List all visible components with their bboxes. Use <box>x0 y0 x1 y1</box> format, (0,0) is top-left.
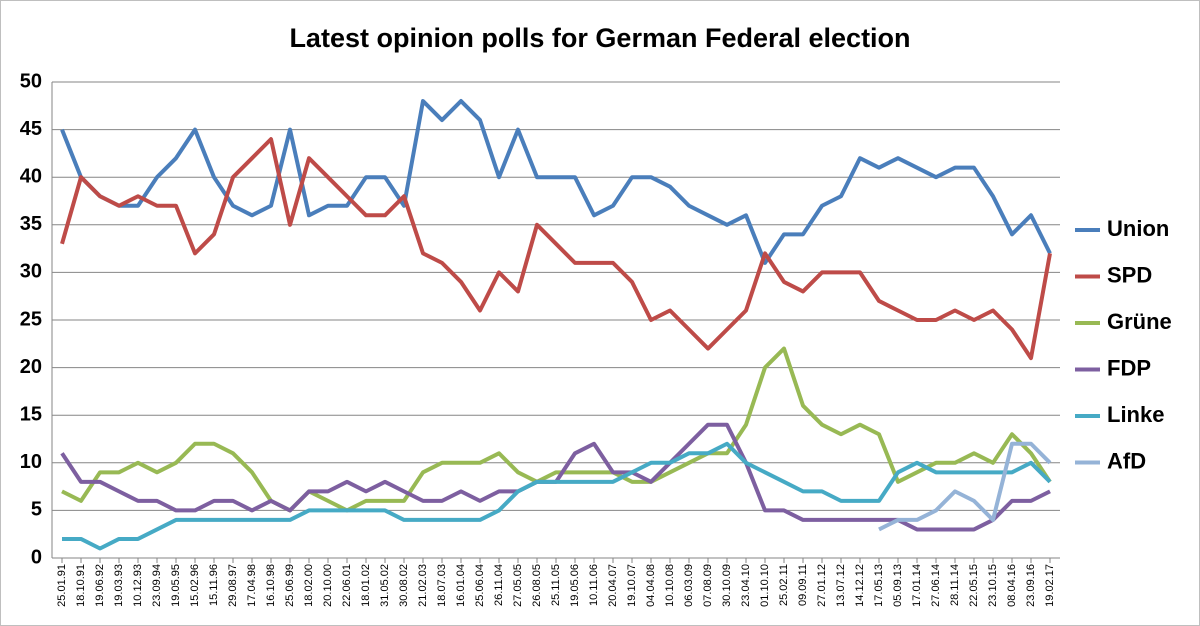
x-tick-label: 18.10.91 <box>75 564 87 607</box>
y-tick-label: 25 <box>20 308 42 330</box>
x-tick-label: 18.02.00 <box>303 564 315 607</box>
x-tick-label: 09.09.11 <box>797 564 809 606</box>
x-tick-label: 27.01.12 <box>816 564 828 607</box>
x-tick-label: 21.02.03 <box>417 564 429 607</box>
x-tick-label: 07.08.09 <box>702 564 714 607</box>
y-tick-label: 5 <box>31 499 42 521</box>
x-tick-label: 10.12.93 <box>132 564 144 607</box>
x-tick-label: 30.08.02 <box>398 564 410 607</box>
x-tick-label: 22.06.01 <box>341 564 353 607</box>
x-tick-label: 17.01.14 <box>911 564 923 607</box>
x-tick-label: 27.05.05 <box>512 564 524 607</box>
x-tick-label: 30.10.09 <box>721 564 733 607</box>
chart-title: Latest opinion polls for German Federal … <box>289 23 910 53</box>
x-tick-label: 23.10.15 <box>987 564 999 607</box>
x-tick-label: 18.07.03 <box>436 564 448 607</box>
x-tick-label: 20.04.07 <box>607 564 619 607</box>
y-tick-label: 10 <box>20 451 42 473</box>
x-tick-label: 25.01.91 <box>56 564 68 607</box>
x-tick-label: 15.11.96 <box>208 564 220 606</box>
y-tick-label: 45 <box>20 118 42 140</box>
x-tick-label: 15.02.96 <box>189 564 201 607</box>
x-tick-label: 25.02.11 <box>778 564 790 606</box>
x-tick-label: 10.11.06 <box>588 564 600 606</box>
x-tick-label: 31.05.02 <box>379 564 391 607</box>
x-tick-label: 01.10.10 <box>759 564 771 607</box>
x-tick-label: 19.10.07 <box>626 564 638 607</box>
x-tick-label: 19.05.06 <box>569 564 581 607</box>
x-tick-label: 27.06.14 <box>930 564 942 607</box>
x-tick-label: 23.09.16 <box>1025 564 1037 607</box>
y-tick-label: 35 <box>20 213 42 235</box>
series-line <box>60 137 1052 361</box>
legend-label: AfD <box>1107 448 1146 473</box>
x-tick-label: 26.08.05 <box>531 564 543 607</box>
x-tick-label: 05.09.13 <box>892 564 904 607</box>
legend-label: SPD <box>1107 262 1152 287</box>
y-tick-label: 20 <box>20 356 42 378</box>
x-tick-label: 10.10.08 <box>664 564 676 607</box>
x-tick-label: 20.10.00 <box>322 564 334 607</box>
x-tick-label: 17.05.13 <box>873 564 885 607</box>
y-tick-label: 15 <box>20 403 42 425</box>
legend-label: FDP <box>1107 355 1151 380</box>
series-line <box>878 441 1052 532</box>
y-tick-label: 30 <box>20 261 42 283</box>
x-tick-label: 28.11.14 <box>949 564 961 606</box>
y-tick-label: 40 <box>20 165 42 187</box>
x-tick-label: 29.08.97 <box>227 564 239 607</box>
x-tick-label: 06.03.09 <box>683 564 695 607</box>
x-tick-label: 25.06.99 <box>284 564 296 607</box>
x-tick-label: 17.04.98 <box>246 564 258 607</box>
x-tick-label: 19.03.93 <box>113 564 125 607</box>
x-tick-label: 18.01.02 <box>360 564 372 607</box>
series-line <box>62 441 1052 551</box>
series-line <box>61 346 1052 513</box>
x-tick-label: 04.04.08 <box>645 564 657 607</box>
x-tick-label: 23.04.10 <box>740 564 752 607</box>
x-tick-label: 08.04.16 <box>1006 564 1018 607</box>
x-tick-label: 16.01.04 <box>455 564 467 607</box>
x-tick-label: 16.10.98 <box>265 564 277 607</box>
x-tick-label: 25.11.05 <box>550 564 562 606</box>
legend-label: Grüne <box>1107 309 1172 334</box>
x-tick-label: 23.09.94 <box>151 564 163 607</box>
y-tick-label: 0 <box>31 546 42 568</box>
y-tick-label: 50 <box>20 70 42 92</box>
x-tick-label: 25.06.04 <box>474 564 486 607</box>
x-tick-label: 26.11.04 <box>493 564 505 606</box>
x-tick-label: 13.07.12 <box>835 564 847 607</box>
x-tick-label: 19.02.17 <box>1044 564 1056 607</box>
x-tick-label: 22.05.15 <box>968 564 980 607</box>
x-tick-label: 19.06.92 <box>94 564 106 607</box>
x-tick-label: 14.12.12 <box>854 564 866 607</box>
legend-label: Union <box>1107 216 1169 241</box>
legend-label: Linke <box>1107 402 1164 427</box>
x-tick-label: 19.05.95 <box>170 564 182 607</box>
